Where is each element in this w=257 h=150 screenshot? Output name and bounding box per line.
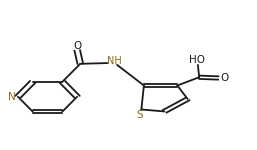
Text: N: N <box>8 92 16 102</box>
Text: NH: NH <box>107 56 122 66</box>
Text: S: S <box>137 110 143 120</box>
Text: O: O <box>220 73 228 83</box>
Text: O: O <box>73 41 81 51</box>
Text: HO: HO <box>189 56 205 65</box>
